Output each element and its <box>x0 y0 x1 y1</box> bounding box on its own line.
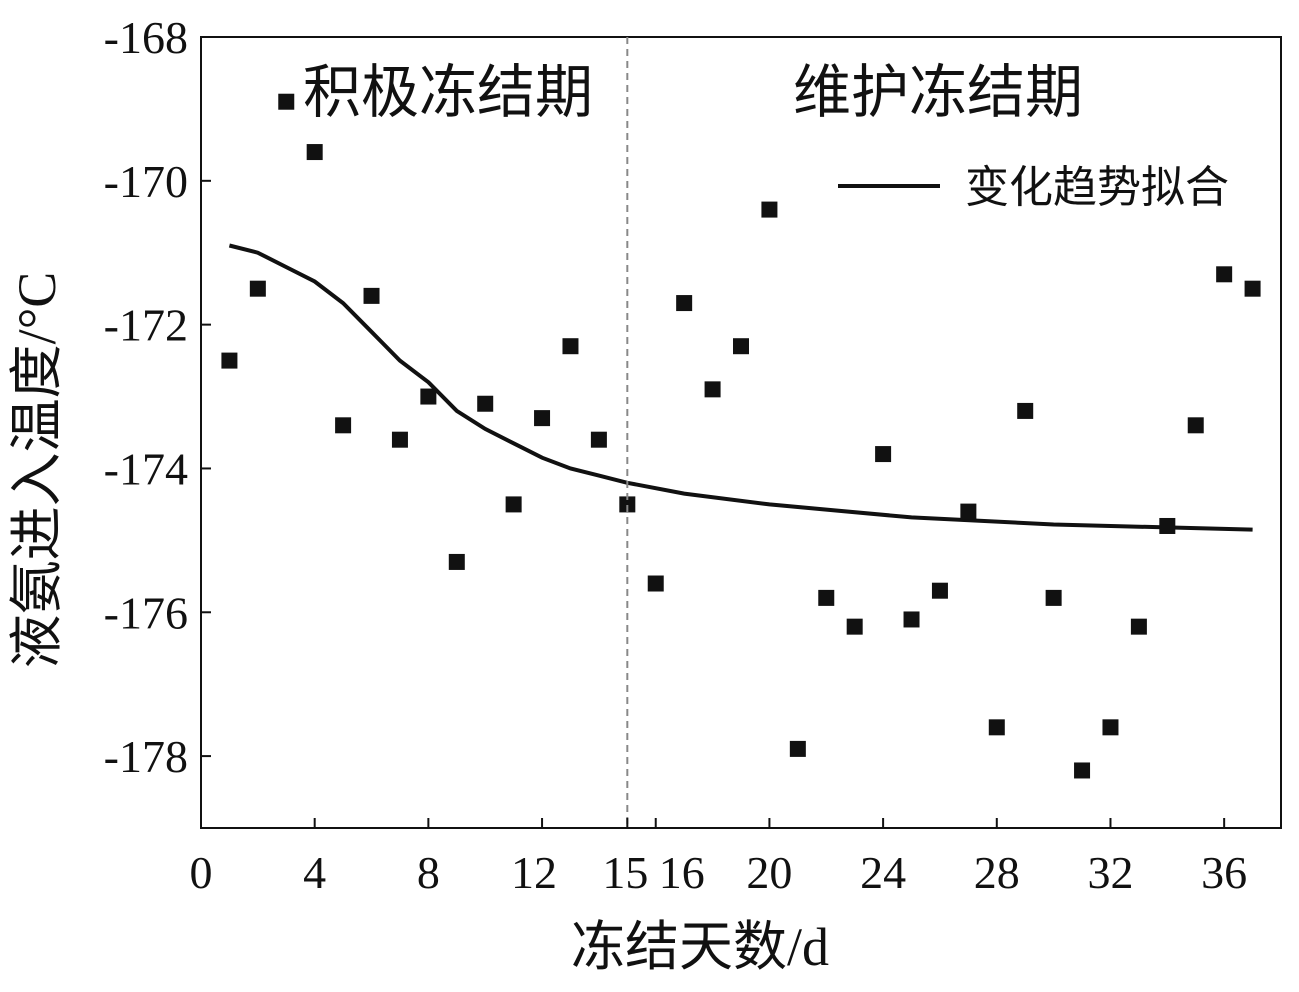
data-point <box>1130 618 1147 635</box>
x-tick-label: 0 <box>190 847 213 898</box>
data-point <box>931 582 948 599</box>
region-label-maintenance: 维护冻结期 <box>793 60 1083 125</box>
y-tick-label: -170 <box>104 156 188 207</box>
data-point <box>477 395 494 412</box>
data-point <box>1244 280 1261 297</box>
x-tick-label: 20 <box>746 847 792 898</box>
data-point <box>448 553 465 570</box>
data-point <box>988 719 1005 736</box>
y-axis-label: 液氨进入温度/°C <box>7 272 67 669</box>
trend-fit-line <box>228 243 1253 532</box>
data-point <box>420 388 437 405</box>
data-point <box>278 93 295 110</box>
x-tick-label: 8 <box>417 847 440 898</box>
data-point <box>391 431 408 448</box>
data-point <box>676 295 693 312</box>
data-point <box>221 352 238 369</box>
data-point <box>306 144 323 161</box>
y-tick-label: -172 <box>104 300 188 351</box>
x-tick-label: 28 <box>974 847 1020 898</box>
data-point <box>363 287 380 304</box>
x-tick-label: 4 <box>303 847 326 898</box>
data-point <box>875 446 892 463</box>
x-tick-label: 32 <box>1087 847 1133 898</box>
y-tick-label: -174 <box>104 443 188 494</box>
data-point <box>335 417 352 434</box>
data-point <box>534 410 551 427</box>
region-label-active: 积极冻结期 <box>303 60 593 125</box>
data-point <box>789 740 806 757</box>
data-point <box>562 338 579 355</box>
y-tick-label: -178 <box>104 731 188 782</box>
y-tick-label: -176 <box>104 587 188 638</box>
data-point <box>1074 762 1091 779</box>
data-point <box>1102 719 1119 736</box>
x-tick-label: 24 <box>860 847 906 898</box>
data-point <box>1045 589 1062 606</box>
data-point <box>505 496 522 513</box>
data-point <box>960 503 977 520</box>
data-point <box>619 496 636 513</box>
data-point <box>818 589 835 606</box>
plot-frame <box>200 36 1282 829</box>
data-point <box>761 201 778 218</box>
x-axis-label: 冻结天数/d <box>571 917 829 977</box>
data-point <box>647 575 664 592</box>
x-tick-label: 12 <box>511 847 557 898</box>
legend-label: 变化趋势拟合 <box>965 163 1229 212</box>
data-point <box>590 431 607 448</box>
data-point <box>1216 266 1233 283</box>
data-point <box>249 280 266 297</box>
data-point <box>733 338 749 355</box>
x-tick-label: 16 <box>659 847 705 898</box>
data-point <box>1187 417 1204 434</box>
data-point <box>903 611 920 628</box>
data-point <box>1017 402 1034 419</box>
y-tick-label: -168 <box>104 12 188 63</box>
data-point <box>846 618 863 635</box>
data-point <box>704 381 721 398</box>
data-point <box>1159 517 1176 534</box>
x-tick-label: 15 <box>602 847 648 898</box>
x-tick-label: 36 <box>1201 847 1247 898</box>
